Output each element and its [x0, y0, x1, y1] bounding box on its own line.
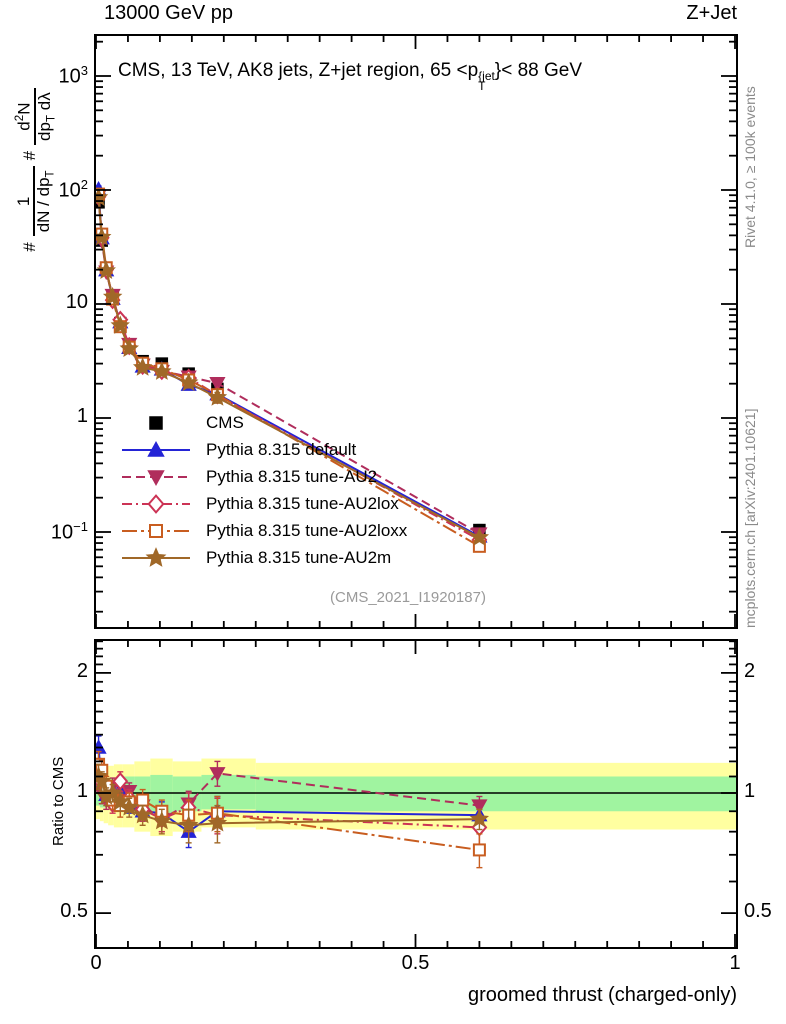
main-y-tick-label: 103: [58, 63, 88, 88]
legend-label: Pythia 8.315 tune-AU2lox: [206, 493, 399, 513]
main-y-tick-label: 102: [58, 177, 88, 202]
legend-label: Pythia 8.315 tune-AU2loxx: [206, 520, 408, 540]
main-panel-border: [94, 34, 738, 629]
x-tick-label: 0.5: [401, 952, 430, 974]
ratio-panel-border: [94, 639, 738, 949]
main-y-tick-label: 1: [76, 405, 88, 427]
legend-label: Pythia 8.315 tune-AU2: [206, 466, 378, 486]
ratio-y-tick-label-right: 2: [744, 659, 756, 682]
mc-uncertainty-band-green: [201, 774, 256, 810]
legend-marker-star-filled: [122, 546, 190, 567]
legend-item: Pythia 8.315 default: [120, 436, 407, 463]
ratio-y-tick-label-left: 2: [76, 659, 88, 682]
legend-item: Pythia 8.315 tune-AU2m: [120, 544, 407, 571]
x-tick-label: 0: [90, 952, 102, 974]
rivet-version-caption: Rivet 4.1.0, ≥ 100k events: [742, 86, 758, 248]
ratio-y-tick-label-right: 1: [744, 780, 756, 802]
legend-label: CMS: [206, 412, 244, 432]
main-y-tick-label: 10: [65, 291, 88, 313]
panel-title: CMS, 13 TeV, AK8 jets, Z+jet region, 65 …: [118, 60, 728, 93]
x-axis-title: groomed thrust (charged-only): [467, 984, 737, 1006]
panel-title-sub: T: [478, 79, 486, 93]
legend-label: Pythia 8.315 default: [206, 439, 357, 459]
pt-jet-stack: {jet T: [478, 69, 495, 93]
main-y-axis-title: # 1 dN / dpT # d2N dpT dλ: [8, 2, 64, 338]
ratio-y-tick-label-left: 0.5: [60, 900, 88, 923]
x-tick-label: 1: [729, 952, 741, 974]
legend: CMS Pythia 8.315 default Pythia 8.315 tune…: [120, 409, 407, 571]
process-label: Z+Jet: [686, 2, 737, 24]
legend-marker-triangle-down-filled: [122, 469, 190, 486]
mc-uncertainty-band-green: [150, 774, 173, 814]
main-y-tick-label: 10−1: [50, 519, 88, 544]
panel-title-pre: CMS, 13 TeV, AK8 jets, Z+jet region, 65 …: [118, 60, 479, 81]
panel-title-sup: {jet: [478, 69, 495, 83]
axes-layer: [94, 34, 738, 949]
mc-uncertainty-band-green: [255, 776, 737, 812]
legend-label: Pythia 8.315 tune-AU2m: [206, 547, 392, 567]
hash-symbol: #: [20, 150, 39, 161]
legend-marker-triangle-up-filled: [122, 440, 190, 457]
series-pythia-8-315-tune-au2m: [95, 187, 490, 844]
legend-item: Pythia 8.315 tune-AU2lox: [120, 490, 407, 517]
legend-item: Pythia 8.315 tune-AU2loxx: [120, 517, 407, 544]
legend-marker-square-filled: [149, 415, 163, 430]
mcplots-arxiv-caption: mcplots.cern.ch [arXiv:2401.10621]: [742, 408, 758, 628]
legend-item: CMS: [120, 409, 407, 436]
beam-energy-label: 13000 GeV pp: [104, 2, 233, 24]
analysis-id-watermark: (CMS_2021_I1920187): [330, 589, 486, 606]
ratio-y-tick-label-left: 1: [76, 780, 88, 802]
legend-marker-diamond-open: [122, 493, 190, 514]
panel-title-post: }< 88 GeV: [494, 60, 583, 81]
ratio-y-tick-label-right: 0.5: [744, 900, 772, 923]
fraction-d2n: d2N dpT dλ: [14, 88, 58, 145]
legend-marker-square-open: [122, 523, 190, 538]
data-series-layer: [95, 180, 490, 869]
legend-item: Pythia 8.315 tune-AU2: [120, 463, 407, 490]
hash-symbol: #: [20, 242, 39, 252]
